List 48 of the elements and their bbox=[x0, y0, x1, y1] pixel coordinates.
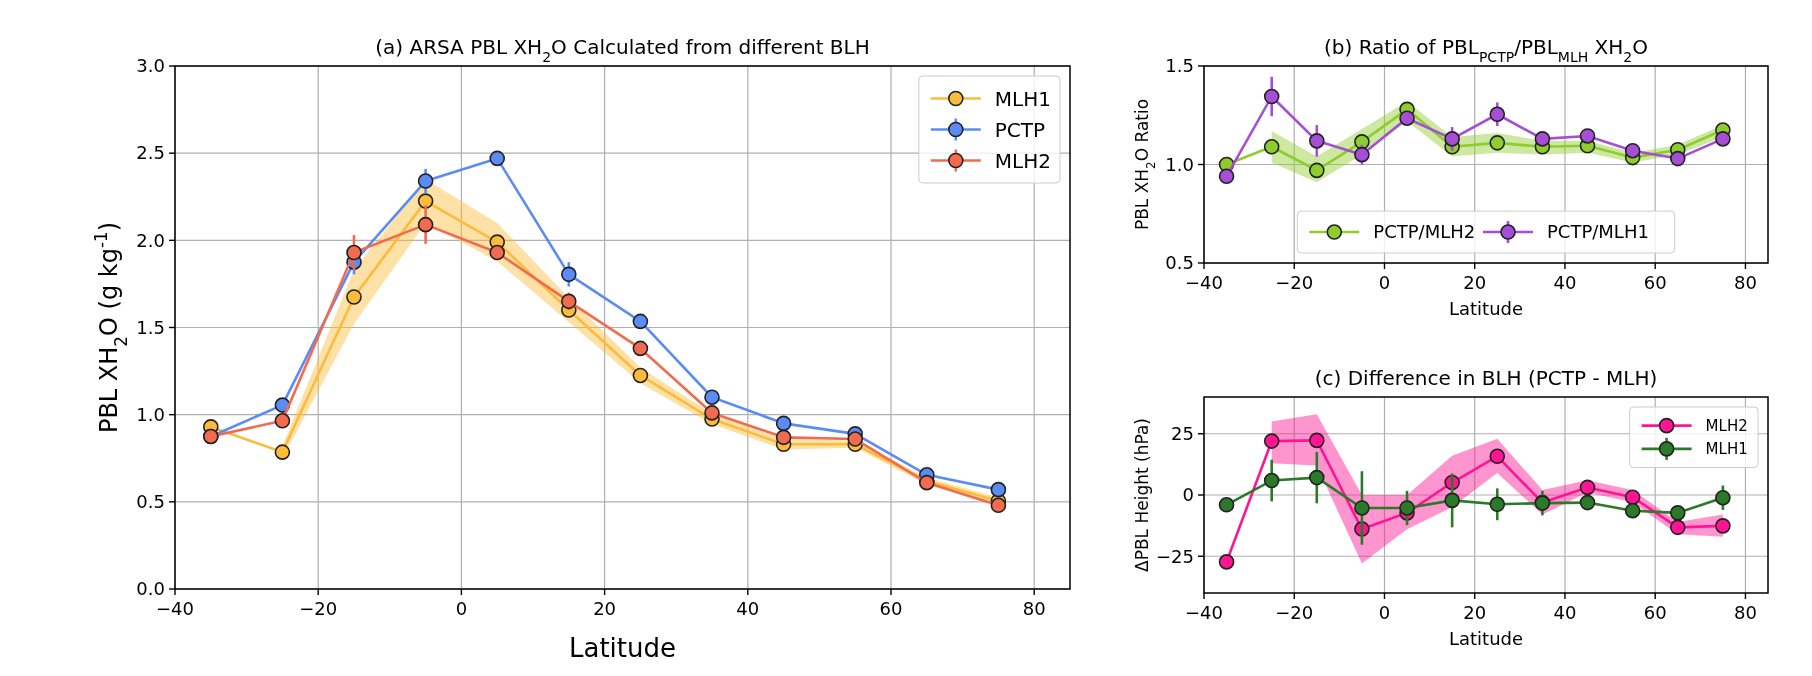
x-tick-label: −40 bbox=[1185, 602, 1223, 624]
y-tick-label: 2.5 bbox=[136, 142, 165, 164]
x-tick-label: 20 bbox=[593, 598, 617, 620]
y-tick-label: 0 bbox=[1182, 484, 1194, 506]
y-tick-label: 1.0 bbox=[1165, 153, 1194, 175]
legend-label: PCTP/MLH2 bbox=[1373, 221, 1476, 243]
x-tick-label: 0 bbox=[455, 598, 468, 620]
legend-label: MLH1 bbox=[994, 86, 1051, 111]
y-tick-label: 1.0 bbox=[136, 403, 165, 425]
x-tick-label: 60 bbox=[1643, 602, 1667, 624]
legend-label: PCTP/MLH1 bbox=[1547, 221, 1649, 243]
chart-title: (c) Difference in BLH (PCTP - MLH) bbox=[1314, 366, 1658, 390]
x-tick-label: 80 bbox=[1733, 602, 1757, 624]
x-tick-label: 80 bbox=[1022, 598, 1046, 620]
legend-label: MLH2 bbox=[994, 148, 1051, 173]
x-tick-label: 40 bbox=[1553, 272, 1577, 294]
x-tick-label: −40 bbox=[156, 598, 194, 620]
x-tick-label: 20 bbox=[1463, 602, 1487, 624]
y-tick-label: 3.0 bbox=[136, 55, 165, 77]
chart-title: (b) Ratio of PBL$_{PCTP}$/PBL$_{MLH}$ XH$_{2}$O bbox=[1324, 35, 1648, 65]
chart-title: (a) ARSA PBL XH$_{2}$O Calculated from different BLH bbox=[375, 35, 870, 65]
x-axis-title: Latitude bbox=[1448, 628, 1524, 649]
x-tick-label: 40 bbox=[1553, 602, 1577, 624]
legend-label: MLH2 bbox=[1705, 416, 1748, 435]
y-tick-label: −25 bbox=[1156, 545, 1194, 567]
y-tick-label: 1.5 bbox=[136, 316, 165, 338]
y-tick-label: 0.0 bbox=[136, 578, 165, 600]
x-tick-label: 60 bbox=[879, 598, 903, 620]
x-tick-label: 20 bbox=[1463, 272, 1487, 294]
x-axis-title: Latitude bbox=[1448, 298, 1524, 319]
y-tick-label: 25 bbox=[1171, 423, 1194, 445]
y-tick-label: 0.5 bbox=[1165, 252, 1194, 274]
legend-label: MLH1 bbox=[1705, 440, 1748, 459]
y-axis-title: ΔPBL Height (hPa) bbox=[1132, 418, 1152, 572]
x-tick-label: 40 bbox=[736, 598, 760, 620]
y-tick-label: 2.0 bbox=[136, 229, 165, 251]
x-tick-label: 0 bbox=[1378, 602, 1391, 624]
x-tick-label: −20 bbox=[1275, 602, 1314, 624]
legend-label: PCTP bbox=[994, 117, 1046, 142]
x-tick-label: −20 bbox=[299, 598, 338, 620]
y-tick-label: 1.5 bbox=[1165, 55, 1194, 77]
x-tick-label: 80 bbox=[1733, 272, 1757, 294]
x-axis-title: Latitude bbox=[568, 633, 677, 663]
x-tick-label: −40 bbox=[1185, 272, 1223, 294]
x-tick-label: 60 bbox=[1643, 272, 1667, 294]
y-tick-label: 0.5 bbox=[136, 491, 165, 513]
x-tick-label: 0 bbox=[1378, 272, 1391, 294]
x-tick-label: −20 bbox=[1275, 272, 1314, 294]
